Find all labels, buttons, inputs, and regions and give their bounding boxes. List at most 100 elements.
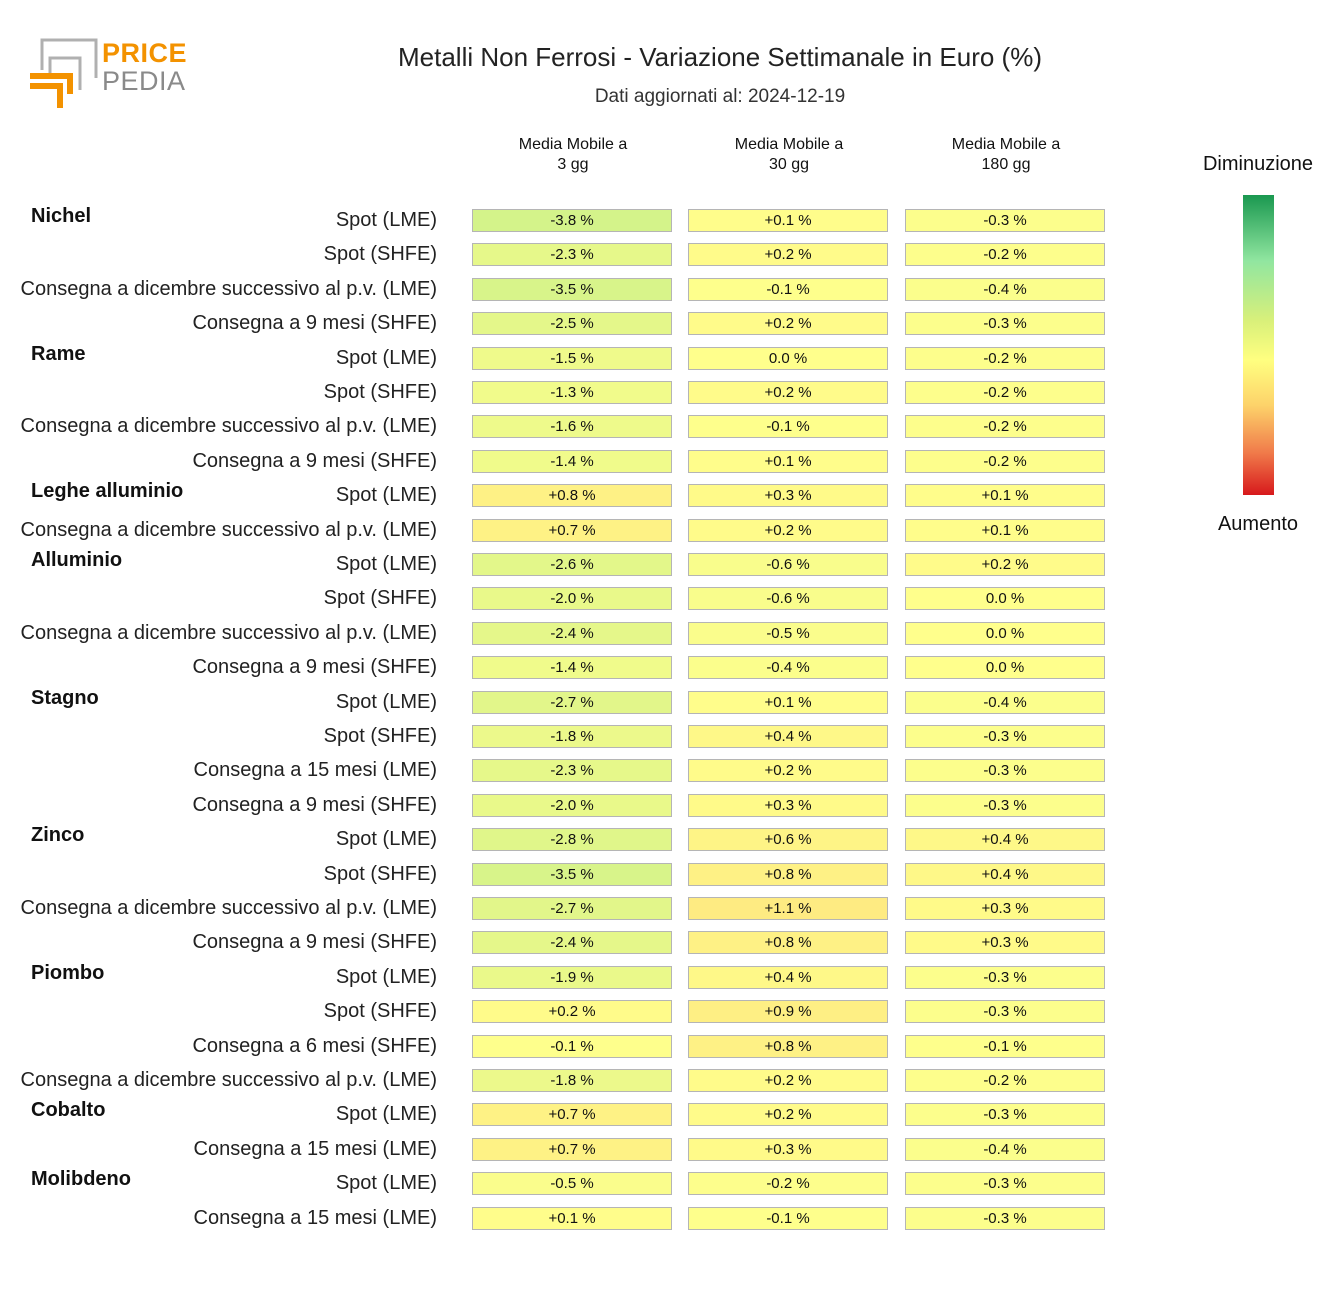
- heatmap-cell: +0.4 %: [688, 725, 888, 748]
- heatmap-cell: +0.9 %: [688, 1000, 888, 1024]
- heatmap-cell: -0.3 %: [905, 312, 1105, 336]
- heatmap-cell: 0.0 %: [905, 621, 1105, 645]
- heatmap-cell: +0.1 %: [688, 449, 888, 473]
- row-label: Consegna a dicembre successivo al p.v. (…: [20, 415, 437, 438]
- heatmap-cell: -0.1 %: [905, 1034, 1105, 1058]
- row-label: Spot (SHFE): [323, 725, 437, 747]
- heatmap-cell: +0.2 %: [688, 312, 888, 336]
- heatmap-cell: -0.5 %: [688, 621, 888, 645]
- heatmap-cell: -1.4 %: [472, 656, 672, 680]
- row-label: Spot (LME): [335, 1172, 437, 1195]
- heatmap-cell: +0.1 %: [905, 484, 1105, 508]
- row-label: Consegna a 15 mesi (LME): [193, 1206, 437, 1229]
- row-label: Consegna a 9 mesi (SHFE): [192, 793, 437, 816]
- heatmap-cell: -2.8 %: [472, 828, 672, 852]
- heatmap-cell: -2.0 %: [472, 793, 672, 817]
- legend-color-bar: [1243, 195, 1274, 495]
- heatmap-cell: -0.5 %: [472, 1172, 672, 1196]
- heatmap-cell: -2.7 %: [472, 897, 672, 920]
- heatmap-cell: +0.3 %: [905, 931, 1105, 955]
- heatmap-cell: +1.1 %: [688, 897, 888, 920]
- row-label: Consegna a 15 mesi (LME): [193, 1137, 437, 1160]
- heatmap-cell: -0.3 %: [905, 725, 1105, 748]
- heatmap-cell: +0.1 %: [688, 690, 888, 714]
- heatmap-cell: -1.8 %: [472, 725, 672, 748]
- heatmap-cell: -0.3 %: [905, 209, 1105, 232]
- row-label: Spot (LME): [335, 690, 437, 713]
- column-header: Media Mobile a 30 gg: [688, 135, 890, 175]
- logo-mark-icon: [30, 38, 98, 108]
- heatmap-cell: -0.2 %: [905, 415, 1105, 439]
- row-label: Consegna a 9 mesi (SHFE): [192, 312, 437, 335]
- heatmap-cell: -3.5 %: [472, 277, 672, 301]
- heatmap-cell: -0.3 %: [905, 759, 1105, 783]
- heatmap-cell: 0.0 %: [905, 587, 1105, 611]
- heatmap-cell: -0.1 %: [688, 277, 888, 301]
- row-label: Spot (LME): [335, 553, 437, 575]
- row-label: Consegna a 9 mesi (SHFE): [192, 449, 437, 472]
- heatmap-cell: +0.1 %: [688, 209, 888, 232]
- heatmap-cell: +0.7 %: [472, 1103, 672, 1127]
- heatmap-cell: -3.5 %: [472, 862, 672, 886]
- heatmap-cell: -1.9 %: [472, 965, 672, 989]
- group-name: Alluminio: [31, 549, 123, 571]
- row-label: Consegna a dicembre successivo al p.v. (…: [20, 1069, 437, 1091]
- heatmap-cell: -0.1 %: [472, 1034, 672, 1058]
- column-header-line: Media Mobile a: [951, 136, 1061, 153]
- group-name: Cobalto: [31, 1099, 106, 1122]
- heatmap-cell: -0.3 %: [905, 793, 1105, 817]
- heatmap-cell: +0.6 %: [688, 828, 888, 852]
- heatmap-cell: +0.2 %: [688, 1069, 888, 1092]
- heatmap-cell: -0.4 %: [905, 1137, 1105, 1161]
- heatmap-cell: +0.4 %: [905, 828, 1105, 852]
- column-header-line: 30 gg: [768, 156, 810, 173]
- heatmap-cell: -3.8 %: [472, 209, 672, 232]
- column-header: Media Mobile a 3 gg: [472, 135, 674, 175]
- heatmap-cell: -0.3 %: [905, 1000, 1105, 1024]
- row-label: Spot (SHFE): [323, 862, 437, 885]
- heatmap-cell: -0.2 %: [905, 1069, 1105, 1092]
- column-header: Media Mobile a 180 gg: [905, 135, 1107, 175]
- heatmap-cell: +0.8 %: [688, 931, 888, 955]
- heatmap-cell: +0.2 %: [688, 518, 888, 542]
- heatmap-cell: -2.4 %: [472, 621, 672, 645]
- heatmap-cell: -1.6 %: [472, 415, 672, 439]
- heatmap-cell: -1.3 %: [472, 381, 672, 404]
- row-label: Spot (LME): [335, 484, 437, 507]
- heatmap-cell: +0.2 %: [688, 381, 888, 404]
- group-name: Rame: [31, 342, 86, 365]
- legend-top-label: Diminuzione: [1202, 153, 1314, 175]
- row-label: Spot (SHFE): [323, 243, 437, 266]
- heatmap-cell: -0.6 %: [688, 553, 888, 576]
- heatmap-cell: -0.4 %: [688, 656, 888, 680]
- logo-text-pedia: PEDIA: [102, 66, 186, 96]
- row-label: Spot (SHFE): [323, 1000, 437, 1023]
- heatmap-cell: +0.8 %: [472, 484, 672, 508]
- row-label: Consegna a 9 mesi (SHFE): [192, 656, 437, 679]
- pricepedia-logo: PRICE PEDIA: [30, 38, 200, 110]
- row-label: Spot (SHFE): [323, 587, 437, 610]
- row-label: Consegna a 9 mesi (SHFE): [192, 931, 437, 954]
- heatmap-cell: -2.3 %: [472, 243, 672, 267]
- row-label: Spot (LME): [335, 209, 437, 231]
- heatmap-cell: -2.3 %: [472, 759, 672, 783]
- heatmap-cell: -0.4 %: [905, 277, 1105, 301]
- heatmap-cell: +0.3 %: [688, 793, 888, 817]
- heatmap-cell: -0.6 %: [688, 587, 888, 611]
- column-header-line: Media Mobile a: [734, 136, 844, 153]
- heatmap-cell: +0.4 %: [905, 862, 1105, 886]
- heatmap-cell: +0.1 %: [905, 518, 1105, 542]
- heatmap-cell: +0.8 %: [688, 862, 888, 886]
- row-label: Spot (SHFE): [323, 381, 437, 403]
- heatmap-cell: +0.7 %: [472, 518, 672, 542]
- heatmap-cell: -0.2 %: [905, 346, 1105, 370]
- heatmap-cell: -0.3 %: [905, 1206, 1105, 1230]
- row-label: Spot (LME): [335, 828, 437, 851]
- heatmap-cell: -0.2 %: [905, 243, 1105, 267]
- column-header-line: Media Mobile a: [518, 136, 628, 153]
- heatmap-cell: 0.0 %: [688, 346, 888, 370]
- heatmap-cell: -1.5 %: [472, 346, 672, 370]
- column-header-line: 180 gg: [981, 156, 1031, 173]
- heatmap-cell: -0.2 %: [688, 1172, 888, 1196]
- heatmap-cell: +0.3 %: [688, 1137, 888, 1161]
